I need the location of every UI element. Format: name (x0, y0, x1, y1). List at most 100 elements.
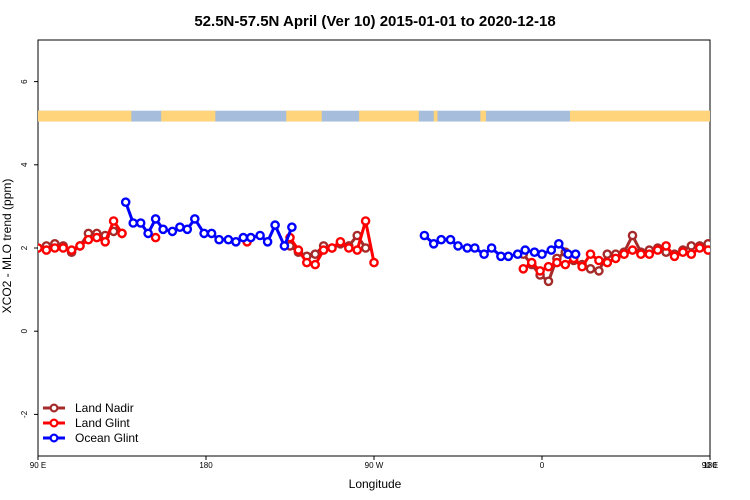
legend-marker-land-glint (49, 418, 59, 428)
data-point-land-glint (310, 259, 321, 270)
data-point-ocean-glint (167, 226, 178, 237)
data-point-ocean-glint (469, 243, 480, 253)
data-point-land-glint (747, 234, 750, 241)
data-point-ocean-glint (486, 243, 497, 253)
data-point-ocean-glint (255, 230, 265, 241)
data-point-land-glint (543, 261, 554, 272)
legend-marker-land-nadir (49, 403, 59, 413)
legend: Land Nadir Land Glint Ocean Glint (43, 401, 139, 445)
data-point-ocean-glint (445, 234, 456, 245)
x-tick-label: 180 (199, 461, 213, 470)
data-point-land-glint (335, 236, 346, 247)
land-mask-band (38, 110, 710, 122)
data-point-land-glint (58, 243, 69, 253)
data-point-land-nadir (627, 230, 638, 241)
data-point-land-glint (526, 257, 537, 268)
data-point-ocean-glint (206, 228, 217, 239)
data-point-land-glint (66, 245, 77, 255)
data-point-land-glint (627, 245, 638, 255)
data-point-land-glint (117, 228, 127, 239)
data-point-ocean-glint (262, 236, 273, 247)
data-point-ocean-glint (496, 251, 506, 262)
data-point-ocean-glint (189, 214, 200, 224)
data-point-land-nadir (310, 249, 321, 259)
data-point-land-glint (343, 243, 354, 253)
data-point-ocean-glint (563, 249, 573, 259)
data-point-land-glint (352, 245, 363, 255)
data-point-land-glint (108, 216, 119, 226)
x-tick-label-right: 180 (703, 461, 717, 470)
data-point-land-glint (552, 257, 562, 268)
data-point-ocean-glint (223, 234, 234, 245)
data-point-ocean-glint (436, 234, 447, 245)
data-point-ocean-glint (419, 230, 430, 241)
data-point-ocean-glint (279, 241, 290, 251)
data-point-land-nadir (686, 241, 697, 251)
data-point-ocean-glint (150, 214, 161, 224)
data-point-ocean-glint (158, 224, 168, 235)
data-point-land-glint (560, 259, 571, 270)
data-point-ocean-glint (214, 234, 224, 245)
data-point-ocean-glint (245, 232, 256, 243)
data-point-land-glint (686, 249, 697, 259)
legend-marker-ocean-glint (49, 433, 59, 443)
data-point-land-glint (301, 257, 312, 268)
land-segment-3 (359, 110, 419, 122)
data-point-land-glint (661, 241, 671, 251)
land-segment-1 (161, 110, 216, 122)
data-point-land-glint (360, 216, 371, 226)
series-ocean-glint (120, 197, 581, 262)
data-point-land-nadir (747, 230, 750, 237)
chart-title: 52.5N-57.5N April (Ver 10) 2015-01-01 to… (194, 13, 555, 30)
land-segment-6 (570, 110, 710, 122)
land-segment-0 (38, 110, 132, 122)
data-point-land-glint (293, 245, 304, 255)
data-point-ocean-glint (554, 238, 564, 249)
y-tick-label: 4 (20, 162, 29, 167)
data-point-ocean-glint (175, 222, 185, 232)
data-point-ocean-glint (135, 218, 146, 228)
data-point-land-glint (38, 243, 43, 253)
data-point-ocean-glint (120, 197, 131, 207)
data-point-land-glint (721, 244, 728, 251)
data-point-land-nadir (730, 242, 737, 249)
y-tick-label: 2 (20, 245, 29, 250)
x-tick-label: 90 E (30, 461, 46, 470)
x-axis-title: Longitude (349, 477, 402, 491)
data-point-land-nadir (721, 249, 728, 256)
y-tick-label: 6 (20, 79, 29, 84)
data-point-ocean-glint (428, 238, 439, 249)
data-point-land-glint (713, 242, 720, 249)
data-point-land-glint (150, 232, 161, 243)
data-point-ocean-glint (537, 249, 547, 259)
data-point-ocean-glint (182, 224, 193, 235)
data-point-land-glint (318, 245, 329, 255)
data-point-land-glint (75, 241, 85, 251)
x-tick-label: 0 (540, 461, 545, 470)
y-axis-title: XCO2 - MLO trend (ppm) (0, 179, 14, 314)
data-point-ocean-glint (231, 236, 241, 247)
data-point-land-glint (83, 234, 94, 245)
x-tick-label: 90 E (702, 461, 718, 470)
data-point-ocean-glint (128, 218, 138, 228)
data-point-land-nadir (585, 263, 596, 274)
land-segment-2 (286, 110, 322, 122)
data-point-land-nadir (543, 276, 554, 287)
data-point-land-glint (577, 261, 587, 272)
data-point-ocean-glint (570, 249, 581, 259)
data-point-ocean-glint (529, 247, 540, 257)
data-point-ocean-glint (479, 249, 489, 259)
data-point-land-glint (585, 249, 596, 259)
data-point-ocean-glint (238, 232, 249, 243)
data-point-land-glint (678, 247, 688, 257)
data-point-land-glint (327, 243, 337, 253)
data-point-ocean-glint (503, 251, 514, 262)
data-point-land-glint (594, 255, 604, 266)
data-point-land-glint (703, 245, 710, 255)
data-point-ocean-glint (453, 241, 463, 251)
data-point-land-glint (738, 236, 745, 243)
data-point-land-glint (369, 257, 379, 268)
series-layer (38, 197, 750, 287)
